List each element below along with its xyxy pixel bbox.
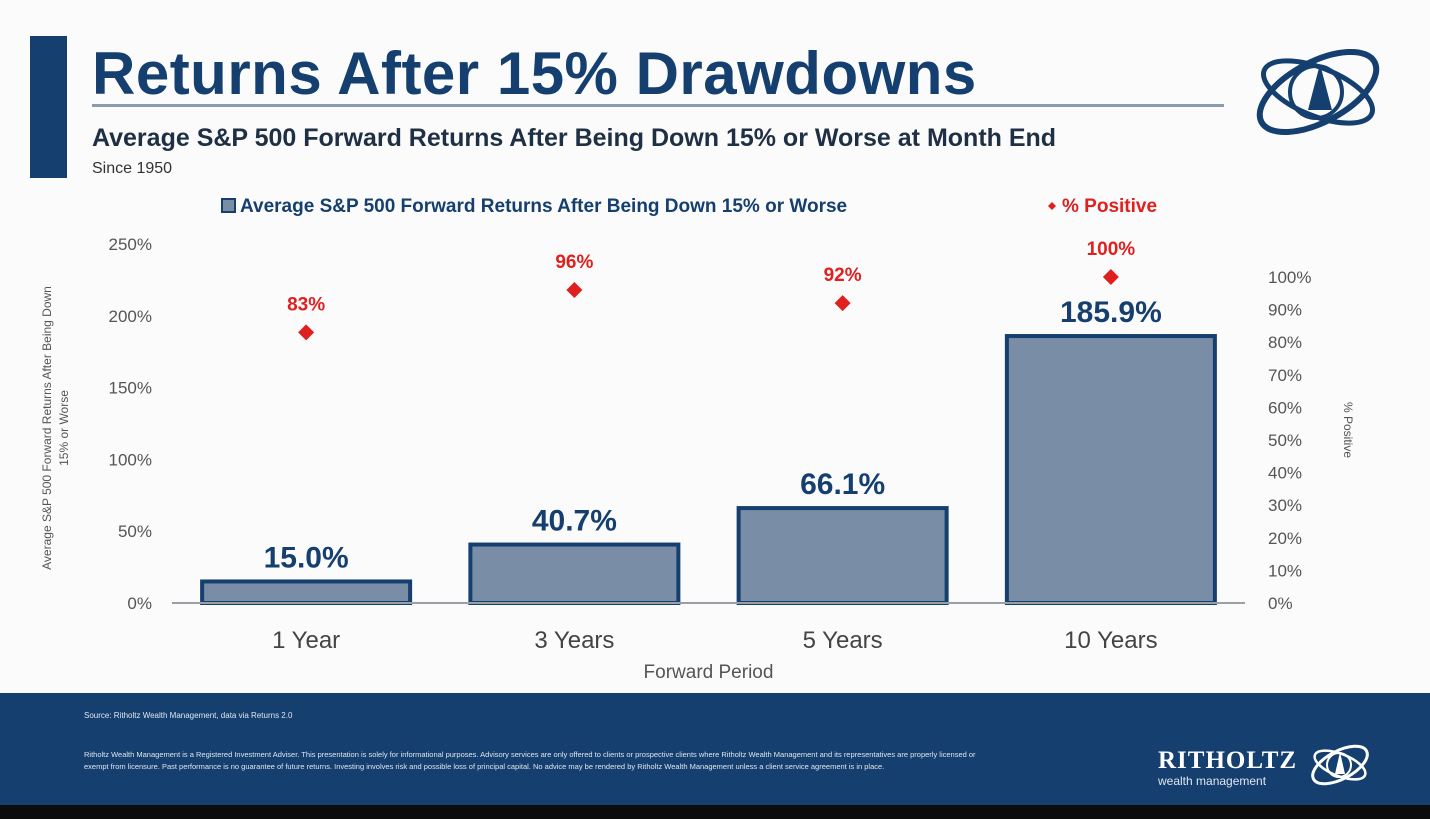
y2-tick-label: 10% [1268, 561, 1302, 580]
percent-positive-marker [1102, 269, 1119, 285]
legend-bar-swatch [221, 198, 236, 213]
chart: Average S&P 500 Forward Returns After Be… [40, 196, 1355, 683]
x-tick-label: 3 Years [534, 627, 614, 654]
y2-tick-label: 40% [1268, 464, 1302, 483]
x-tick-label: 1 Year [272, 627, 340, 654]
percent-positive-marker [566, 282, 583, 299]
percent-positive-marker [834, 295, 851, 312]
percent-positive-label: 96% [555, 252, 593, 273]
y2-tick-label: 50% [1268, 431, 1302, 450]
brand-tagline: wealth management [1158, 774, 1267, 788]
bar [468, 542, 681, 606]
brand-name: RITHOLTZ [1158, 747, 1298, 774]
legend-marker-swatch [1048, 202, 1056, 210]
x-axis-title: Forward Period [644, 662, 774, 683]
percent-positive-label: 100% [1087, 239, 1136, 260]
bar [736, 506, 949, 606]
legend-bar-label: Average S&P 500 Forward Returns After Be… [240, 196, 847, 217]
page-title: Returns After 15% Drawdowns [92, 40, 977, 107]
accent-bar [30, 36, 67, 178]
bar [200, 579, 413, 605]
y2-tick-label: 60% [1268, 398, 1302, 417]
globe-orbit-logo-icon [1256, 48, 1380, 136]
y2-tick-label: 20% [1268, 529, 1302, 548]
percent-positive-label: 83% [287, 294, 325, 315]
since-note: Since 1950 [92, 160, 173, 177]
bar-value-label: 185.9% [1060, 296, 1162, 329]
brand: RITHOLTZ wealth management [1158, 739, 1378, 799]
y2-tick-label: 90% [1268, 301, 1302, 320]
percent-positive-label: 92% [824, 265, 862, 286]
y2-tick-label: 70% [1268, 366, 1302, 385]
x-tick-label: 10 Years [1064, 627, 1157, 654]
y-axis-title-line1: Average S&P 500 Forward Returns After Be… [40, 286, 54, 570]
source-note: Source: Ritholtz Wealth Management, data… [84, 711, 293, 720]
chart-subtitle: Average S&P 500 Forward Returns After Be… [92, 124, 1057, 152]
y-tick-label: 200% [109, 307, 152, 326]
legend-marker-label: % Positive [1062, 196, 1157, 217]
bar-value-label: 40.7% [532, 505, 617, 538]
y2-tick-label: 80% [1268, 333, 1302, 352]
bar-value-label: 15.0% [264, 541, 349, 574]
y2-tick-label: 30% [1268, 496, 1302, 515]
disclaimer: Ritholtz Wealth Management is a Register… [84, 750, 976, 771]
title-divider [92, 104, 1224, 107]
y2-tick-label: 0% [1268, 594, 1293, 613]
percent-positive-marker [298, 324, 315, 341]
y2-axis-title: % Positive [1341, 402, 1355, 458]
y-tick-label: 250% [109, 235, 152, 254]
brand-logo-icon [1311, 744, 1369, 786]
footer: Source: Ritholtz Wealth Management, data… [0, 693, 1430, 805]
bar-value-label: 66.1% [800, 468, 885, 501]
y-tick-label: 0% [127, 594, 152, 613]
y-tick-label: 150% [109, 379, 152, 398]
y-tick-label: 100% [109, 450, 152, 469]
y2-tick-label: 100% [1268, 268, 1311, 287]
y-axis-title-line2: 15% or Worse [57, 390, 71, 466]
x-tick-label: 5 Years [803, 627, 883, 654]
y-tick-label: 50% [118, 522, 152, 541]
bar [1004, 334, 1217, 605]
